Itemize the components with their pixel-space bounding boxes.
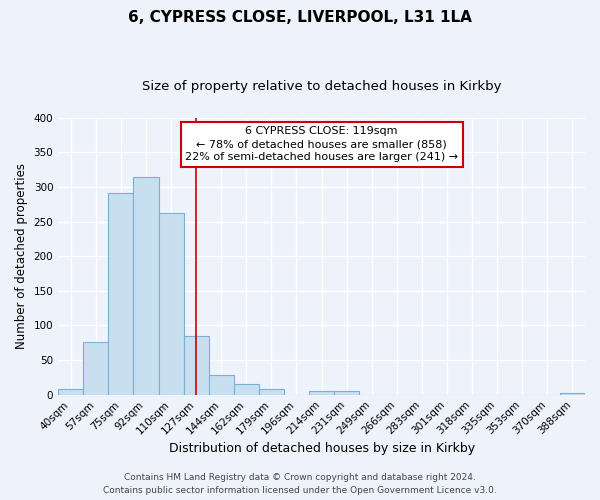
Text: 6, CYPRESS CLOSE, LIVERPOOL, L31 1LA: 6, CYPRESS CLOSE, LIVERPOOL, L31 1LA (128, 10, 472, 25)
Bar (184, 336, 209, 394)
Bar (560, 392, 585, 394)
Bar (158, 212, 184, 394)
Y-axis label: Number of detached properties: Number of detached properties (15, 164, 28, 350)
Bar (133, 178, 158, 394)
Bar (83, 342, 109, 394)
Bar (58, 389, 83, 394)
Text: 6 CYPRESS CLOSE: 119sqm
← 78% of detached houses are smaller (858)
22% of semi-d: 6 CYPRESS CLOSE: 119sqm ← 78% of detache… (185, 126, 458, 162)
Text: Contains HM Land Registry data © Crown copyright and database right 2024.
Contai: Contains HM Land Registry data © Crown c… (103, 474, 497, 495)
Bar (259, 389, 284, 394)
Bar (234, 384, 259, 394)
Bar (309, 392, 334, 394)
Bar (209, 376, 234, 394)
Bar (109, 193, 133, 394)
X-axis label: Distribution of detached houses by size in Kirkby: Distribution of detached houses by size … (169, 442, 475, 455)
Bar (334, 392, 359, 394)
Title: Size of property relative to detached houses in Kirkby: Size of property relative to detached ho… (142, 80, 502, 93)
